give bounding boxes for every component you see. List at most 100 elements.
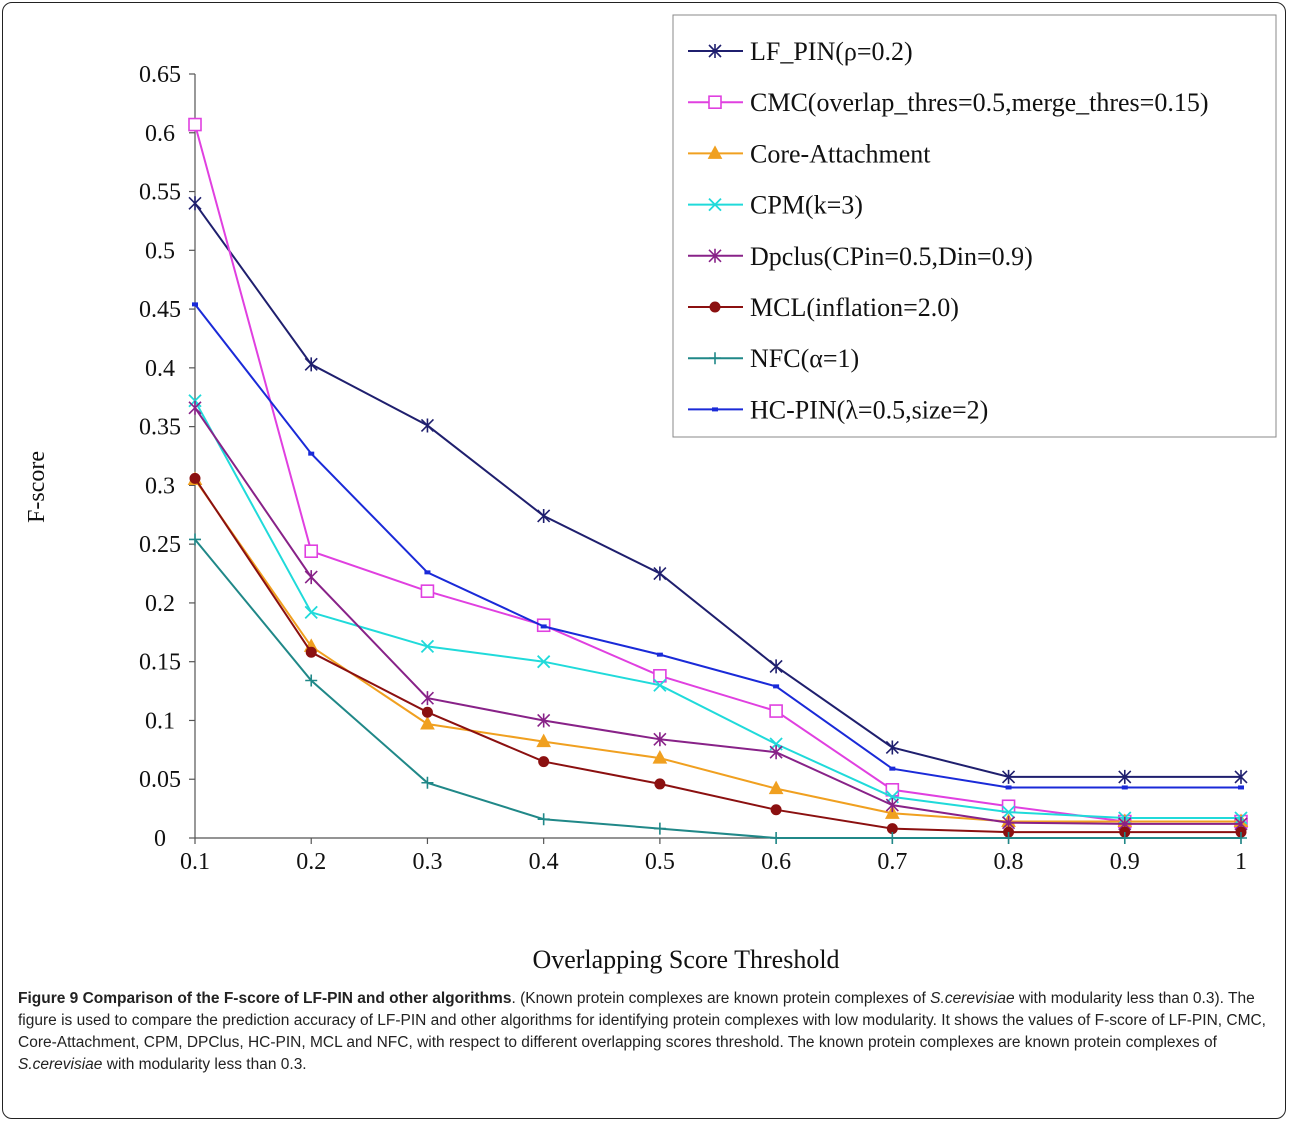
series-line	[194, 202, 1241, 778]
legend-label: LF_PIN(ρ=0.2)	[750, 37, 913, 66]
data-point	[653, 668, 667, 683]
caption-text-2: with modularity less than 0.3). The figu…	[18, 990, 1266, 1051]
series-line	[194, 478, 1241, 823]
legend-label: NFC(α=1)	[750, 344, 859, 373]
data-point	[652, 750, 668, 764]
legend-marker	[708, 248, 722, 263]
data-point	[537, 508, 551, 523]
legend-marker	[709, 352, 721, 365]
x-tick-label: 0.9	[1110, 849, 1140, 875]
data-point	[189, 472, 201, 484]
data-point	[308, 451, 315, 456]
data-point	[1234, 769, 1248, 784]
y-tick-label: 0.05	[139, 767, 181, 793]
data-point	[305, 674, 318, 687]
legend-item: Core-Attachment	[688, 139, 931, 168]
y-tick-label: 0.15	[139, 650, 181, 676]
x-tick-label: 0.3	[412, 849, 442, 875]
data-point	[1238, 785, 1244, 790]
data-point	[656, 652, 663, 657]
legend-item: NFC(α=1)	[688, 344, 859, 373]
data-point	[769, 659, 783, 674]
chart-axes: 0 0.05 0.1 0.15 0.2 0.25 0.3 0.35 0.4 0.45 0.5 0.55…	[139, 62, 1247, 875]
data-point	[304, 357, 318, 372]
data-point	[885, 740, 899, 755]
x-tick-label: 0.6	[761, 849, 791, 875]
data-point	[192, 302, 198, 307]
data-point	[421, 706, 433, 718]
data-point	[304, 570, 318, 585]
y-tick-label: 0.55	[139, 180, 181, 206]
caption-text-3: with modularity less than 0.3.	[102, 1056, 307, 1073]
data-point	[420, 715, 435, 730]
data-point	[538, 756, 550, 768]
legend-label: MCL(inflation=2.0)	[750, 293, 959, 322]
x-tick-label: 0.4	[529, 849, 559, 875]
legend-item: Dpclus(CPin=0.5,Din=0.9)	[688, 242, 1033, 271]
x-tick-label: 0.8	[994, 849, 1024, 875]
series-5	[188, 400, 1248, 831]
data-point	[420, 691, 435, 706]
data-point	[1118, 769, 1132, 784]
figure-caption: Figure 9 Comparison of the F-score of LF…	[18, 988, 1270, 1076]
series-line	[194, 477, 1241, 834]
data-point	[305, 646, 317, 658]
data-point	[1002, 832, 1015, 844]
series-line	[194, 303, 1241, 789]
legend-item: HC-PIN(λ=0.5,size=2)	[688, 395, 988, 424]
data-point	[653, 732, 667, 747]
legend-label: Core-Attachment	[750, 139, 931, 168]
legend-item: CPM(k=3)	[688, 191, 863, 220]
series-line	[194, 124, 1241, 823]
data-point	[770, 832, 783, 844]
caption-species-1: S.cerevisiae	[930, 990, 1015, 1007]
y-tick-label: 0.4	[145, 356, 175, 382]
data-point	[420, 639, 435, 654]
y-tick-label: 0.2	[145, 591, 175, 617]
y-tick-label: 0.45	[139, 297, 181, 323]
series-7	[189, 533, 1247, 844]
data-point	[540, 624, 547, 629]
data-point	[769, 704, 783, 718]
x-tick-label: 0.7	[877, 849, 907, 875]
legend-label: HC-PIN(λ=0.5,size=2)	[750, 395, 988, 424]
x-tick-label: 0.1	[180, 849, 210, 875]
y-tick-label: 0.6	[145, 121, 175, 147]
series-line	[194, 538, 1241, 839]
legend-marker	[712, 407, 718, 412]
data-point	[768, 780, 784, 795]
x-tick-label: 1	[1235, 849, 1247, 875]
legend-item: MCL(inflation=2.0)	[688, 293, 959, 322]
data-point	[1001, 769, 1016, 784]
x-tick-label: 0.2	[296, 849, 326, 875]
caption-label: Figure 9 Comparison of the F-score of LF…	[18, 990, 512, 1007]
y-tick-label: 0.1	[145, 708, 175, 734]
x-tick-label: 0.5	[645, 849, 675, 875]
data-point	[188, 400, 202, 415]
legend-label: Dpclus(CPin=0.5,Din=0.9)	[750, 242, 1033, 271]
legend: LF_PIN(ρ=0.2) CMC(overlap_thres=0.5,merge…	[672, 14, 1277, 438]
data-point	[1001, 799, 1016, 814]
data-point	[188, 117, 202, 132]
data-point	[654, 778, 666, 790]
data-point	[1121, 785, 1128, 790]
legend-marker	[709, 301, 721, 313]
y-axis-label: F-score	[24, 451, 50, 523]
line-chart: 0 0.05 0.1 0.15 0.2 0.25 0.3 0.35 0.4 0.45 0.5 0.55…	[24, 14, 1277, 974]
legend-marker	[708, 95, 722, 109]
data-point	[653, 678, 667, 692]
data-point	[304, 605, 318, 619]
series-8	[192, 302, 1244, 790]
data-point	[770, 804, 782, 816]
legend-marker	[708, 44, 722, 58]
data-point	[653, 566, 667, 581]
data-point	[537, 813, 550, 826]
legend-marker	[708, 197, 722, 212]
data-point	[884, 805, 900, 819]
data-point	[189, 533, 201, 546]
data-point	[420, 418, 435, 433]
series-3	[187, 471, 1249, 828]
y-tick-label: 0.3	[145, 473, 175, 499]
data-point	[889, 766, 896, 771]
data-point	[1001, 805, 1016, 819]
